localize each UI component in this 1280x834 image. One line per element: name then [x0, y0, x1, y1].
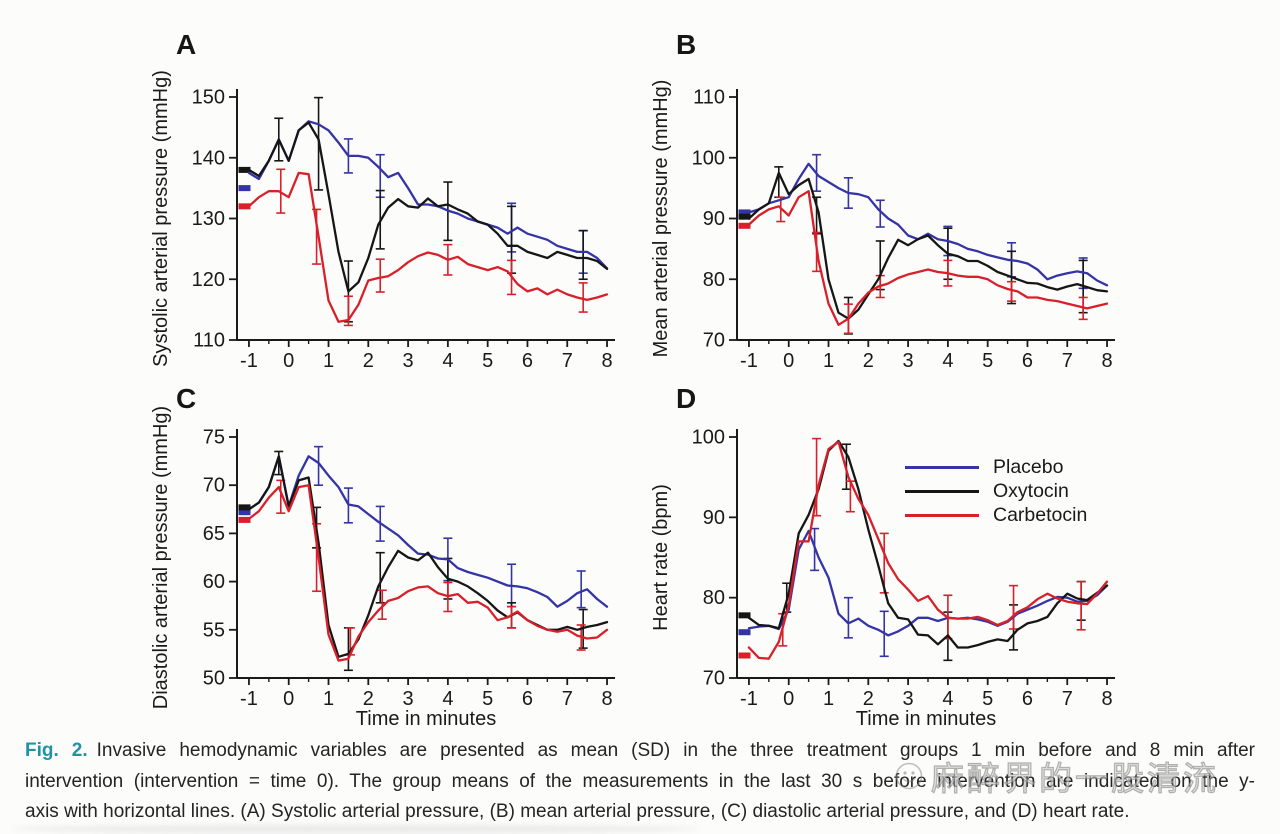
svg-text:5: 5 [982, 350, 993, 372]
svg-text:5: 5 [482, 350, 493, 372]
svg-text:80: 80 [703, 269, 725, 291]
svg-text:100: 100 [692, 427, 725, 449]
diastolic-pressure-chart: -1 0 1 2 3 4 5 6 7 8 50 55 60 65 70 75 Diastolic arteria… [150, 406, 615, 730]
svg-text:70: 70 [703, 330, 725, 352]
svg-text:2: 2 [363, 350, 374, 372]
svg-text:Mean arterial pressure (mmHg): Mean arterial pressure (mmHg) [650, 80, 672, 358]
figure-number: Fig. 2. [25, 740, 88, 761]
placebo-line-swatch [905, 465, 979, 469]
svg-text:-1: -1 [240, 350, 258, 372]
svg-text:7: 7 [1062, 688, 1073, 710]
panel-label-a: A [176, 29, 197, 60]
svg-text:6: 6 [1022, 350, 1033, 372]
svg-text:6: 6 [1022, 688, 1033, 710]
svg-text:Time in minutes: Time in minutes [856, 708, 996, 730]
svg-text:3: 3 [403, 350, 414, 372]
svg-text:7: 7 [562, 688, 573, 710]
legend: Placebo Oxytocin Carbetocin [905, 455, 1087, 527]
svg-text:8: 8 [1101, 350, 1112, 372]
svg-text:3: 3 [903, 688, 914, 710]
panel-label-b: B [676, 29, 697, 60]
oxytocin-line-swatch [905, 489, 979, 493]
svg-text:80: 80 [703, 587, 725, 609]
svg-text:2: 2 [863, 688, 874, 710]
svg-text:-1: -1 [740, 688, 758, 710]
panel-heart-rate: D -1 0 1 2 3 4 5 6 7 8 70 80 90 100 Heart rate (bpm) Ti… [650, 383, 1130, 730]
caption-line-3: axis with horizontal lines. (A) Systolic… [25, 801, 1130, 822]
scan-smudge [10, 825, 700, 833]
svg-text:120: 120 [192, 269, 225, 291]
svg-text:0: 0 [283, 350, 294, 372]
svg-text:5: 5 [982, 688, 993, 710]
svg-text:50: 50 [203, 668, 225, 690]
svg-text:-1: -1 [240, 688, 258, 710]
figure-caption: Fig. 2. Invasive hemodynamic variables ar… [25, 736, 1255, 828]
svg-text:3: 3 [903, 350, 914, 372]
svg-text:1: 1 [323, 350, 334, 372]
svg-text:8: 8 [1101, 688, 1112, 710]
svg-text:55: 55 [203, 619, 225, 641]
legend-label-carbetocin: Carbetocin [993, 503, 1088, 526]
svg-text:Heart rate (bpm): Heart rate (bpm) [650, 484, 672, 631]
svg-text:75: 75 [203, 427, 225, 449]
svg-text:60: 60 [203, 571, 225, 593]
svg-text:2: 2 [363, 688, 374, 710]
legend-label-oxytocin: Oxytocin [993, 479, 1069, 502]
svg-text:110: 110 [693, 87, 725, 109]
svg-text:1: 1 [323, 688, 334, 710]
svg-text:1: 1 [823, 688, 834, 710]
svg-text:7: 7 [1062, 350, 1073, 372]
svg-text:4: 4 [942, 350, 953, 372]
svg-text:5: 5 [482, 688, 493, 710]
svg-text:0: 0 [783, 688, 794, 710]
svg-text:7: 7 [562, 350, 573, 372]
svg-text:100: 100 [692, 147, 725, 169]
svg-text:8: 8 [601, 350, 612, 372]
panel-label-d: D [676, 383, 697, 414]
svg-text:Time in minutes: Time in minutes [356, 708, 496, 730]
svg-text:130: 130 [192, 208, 225, 230]
svg-text:4: 4 [942, 688, 953, 710]
caption-line-2: intervention (intervention = time 0). Th… [25, 770, 1255, 792]
svg-text:Diastolic arterial pressure (m: Diastolic arterial pressure (mmHg) [150, 406, 172, 709]
svg-text:3: 3 [403, 688, 414, 710]
svg-text:-1: -1 [740, 350, 758, 372]
legend-item-oxytocin: Oxytocin [905, 479, 1087, 503]
svg-text:6: 6 [522, 688, 533, 710]
carbetocin-line-swatch [905, 513, 979, 517]
svg-text:1: 1 [823, 350, 834, 372]
panel-systolic: A -1 0 1 2 3 4 5 6 7 8 110 120 130 140 150 Systolic art… [150, 29, 630, 376]
svg-text:110: 110 [193, 330, 225, 352]
legend-label-placebo: Placebo [993, 455, 1064, 478]
mean-pressure-chart: -1 0 1 2 3 4 5 6 7 8 70 80 90 100 110 Mean arterial pre… [650, 80, 1115, 372]
legend-item-carbetocin: Carbetocin [905, 503, 1087, 527]
legend-item-placebo: Placebo [905, 455, 1087, 479]
caption-line-1: Fig. 2. Invasive hemodynamic variables ar… [25, 736, 1255, 767]
caption-text-1: Invasive hemodynamic variables are prese… [96, 740, 1255, 761]
svg-text:90: 90 [703, 208, 725, 230]
svg-text:90: 90 [703, 507, 725, 529]
svg-text:8: 8 [601, 688, 612, 710]
svg-text:140: 140 [192, 147, 225, 169]
panel-label-c: C [176, 383, 197, 414]
svg-text:65: 65 [203, 523, 225, 545]
svg-text:150: 150 [192, 87, 225, 109]
svg-text:6: 6 [522, 350, 533, 372]
svg-text:4: 4 [442, 350, 453, 372]
svg-text:70: 70 [703, 668, 725, 690]
svg-text:0: 0 [283, 688, 294, 710]
panel-diastolic: C -1 0 1 2 3 4 5 6 7 8 50 55 60 65 70 75 Diastolic arter… [150, 383, 630, 730]
systolic-pressure-chart: -1 0 1 2 3 4 5 6 7 8 110 120 130 140 150 Systolic arter… [150, 70, 615, 372]
svg-text:70: 70 [203, 475, 225, 497]
svg-text:Systolic arterial pressure (mm: Systolic arterial pressure (mmHg) [150, 70, 172, 367]
svg-text:0: 0 [783, 350, 794, 372]
heart-rate-chart: -1 0 1 2 3 4 5 6 7 8 70 80 90 100 Heart rate (bpm) Time… [650, 427, 1115, 730]
svg-text:4: 4 [442, 688, 453, 710]
svg-text:2: 2 [863, 350, 874, 372]
panel-mean: B -1 0 1 2 3 4 5 6 7 8 70 80 90 100 110 Mean arterial p… [650, 29, 1130, 376]
